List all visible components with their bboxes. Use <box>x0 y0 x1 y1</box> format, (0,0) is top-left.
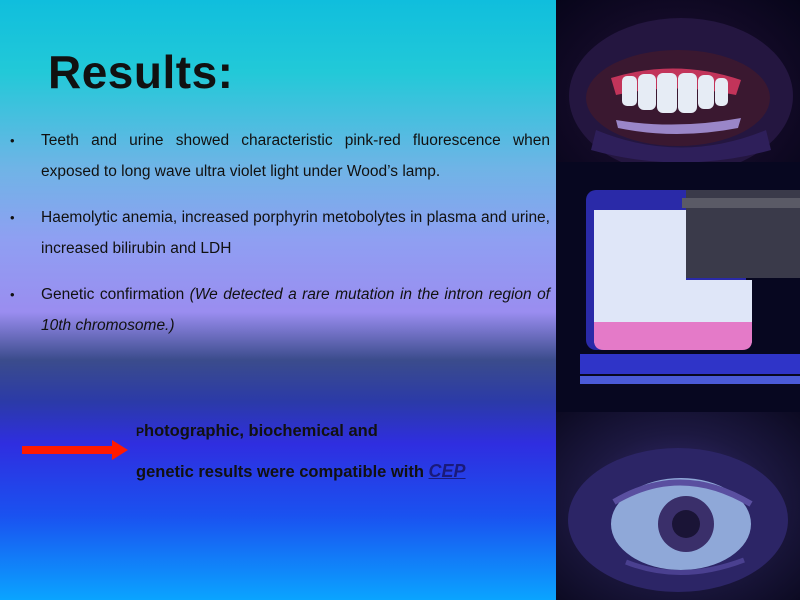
bullet-item: • Haemolytic anemia, increased porphyrin… <box>10 202 550 264</box>
bullet-text: Teeth and urine showed characteristic pi… <box>41 132 550 180</box>
urine-fluorescence-photo <box>556 162 800 412</box>
cep-highlight: CEP <box>428 461 466 481</box>
arrow-shape <box>22 440 128 460</box>
bullet-item: • Genetic confirmation (We detected a ra… <box>10 279 550 341</box>
bullet-italic-text: (We detected a rare mutation in the intr… <box>41 286 550 334</box>
bullet-dot: • <box>10 210 15 225</box>
eye-fluorescence-photo <box>556 412 800 600</box>
teeth-illustration <box>569 18 793 162</box>
results-list: • Teeth and urine showed characteristic … <box>10 125 550 356</box>
conclusion-text: Photographic, biochemical and genetic re… <box>136 412 466 492</box>
conclusion-first-letter: P <box>136 425 145 439</box>
conclusion-line-2-text: genetic results were compatible with <box>136 463 424 481</box>
red-arrow-icon <box>22 440 128 460</box>
bullet-text: Genetic confirmation <box>41 286 190 303</box>
bullet-text: Haemolytic anemia, increased porphyrin m… <box>41 209 550 257</box>
conclusion-line-1: Photographic, biochemical and <box>136 412 466 452</box>
conclusion-line-1-rest: hotographic, biochemical and <box>144 422 378 440</box>
conclusion-line-2: genetic results were compatible with CEP <box>136 452 466 492</box>
bullet-item: • Teeth and urine showed characteristic … <box>10 125 550 187</box>
bullet-dot: • <box>10 287 15 302</box>
urine-illustration <box>556 162 800 412</box>
slide-title: Results: <box>48 46 234 98</box>
teeth-fluorescence-photo <box>556 0 800 162</box>
eye-illustration <box>568 448 788 592</box>
bullet-dot: • <box>10 133 15 148</box>
